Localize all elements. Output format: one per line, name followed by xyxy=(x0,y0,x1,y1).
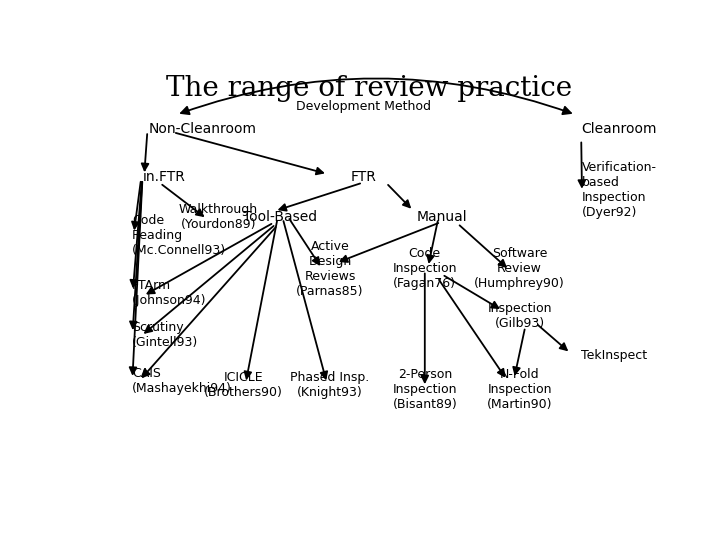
Text: Code
Reading
(Mc.Connell93): Code Reading (Mc.Connell93) xyxy=(132,214,226,257)
Text: in.FTR: in.FTR xyxy=(143,170,186,184)
Text: Phased Insp.
(Knight93): Phased Insp. (Knight93) xyxy=(290,371,369,399)
Text: FTArm
(Johnson94): FTArm (Johnson94) xyxy=(132,280,207,307)
Text: Development Method: Development Method xyxy=(296,100,431,113)
Text: Software
Review
(Humphrey90): Software Review (Humphrey90) xyxy=(474,247,565,290)
Text: Scrutiny
(Gintell93): Scrutiny (Gintell93) xyxy=(132,321,198,349)
Text: Cleanroom: Cleanroom xyxy=(581,122,657,136)
Text: Non-Cleanroom: Non-Cleanroom xyxy=(148,122,256,136)
Text: 2-Person
Inspection
(Bisant89): 2-Person Inspection (Bisant89) xyxy=(392,368,457,410)
Text: ICICLE
(Brothers90): ICICLE (Brothers90) xyxy=(204,371,283,399)
Text: The range of review practice: The range of review practice xyxy=(166,75,572,102)
Text: TekInspect: TekInspect xyxy=(581,349,647,362)
Text: Code
Inspection
(Fagan76): Code Inspection (Fagan76) xyxy=(392,247,457,290)
Text: Walkthrough
(Yourdon89): Walkthrough (Yourdon89) xyxy=(179,202,258,231)
Text: CAIS
(Mashayekhi94): CAIS (Mashayekhi94) xyxy=(132,367,232,395)
Text: FTR: FTR xyxy=(351,170,377,184)
Text: N-Fold
Inspection
(Martin90): N-Fold Inspection (Martin90) xyxy=(487,368,552,410)
Text: Inspection
(Gilb93): Inspection (Gilb93) xyxy=(487,302,552,330)
Text: Manual: Manual xyxy=(416,210,467,224)
FancyArrowPatch shape xyxy=(181,78,571,114)
Text: Verification-
based
Inspection
(Dyer92): Verification- based Inspection (Dyer92) xyxy=(582,160,657,219)
Text: Active
Design
Reviews
(Parnas85): Active Design Reviews (Parnas85) xyxy=(296,240,364,298)
Text: Tool-Based: Tool-Based xyxy=(243,210,317,224)
